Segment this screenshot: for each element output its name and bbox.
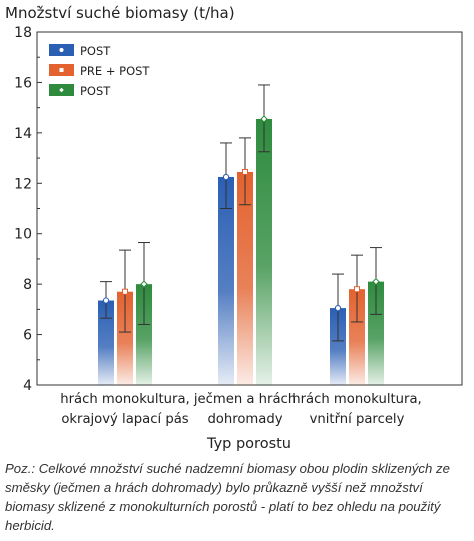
bar [218, 176, 234, 385]
point-marker [58, 46, 65, 54]
bar [136, 284, 152, 385]
y-tick-label: 16 [14, 75, 32, 91]
legend: POST PRE + POST POST [49, 44, 150, 98]
bar [368, 281, 384, 385]
bar [330, 308, 346, 385]
legend-label: POST [80, 44, 111, 58]
x-tick-label: dohromady [207, 412, 282, 427]
y-tick-label: 18 [14, 25, 32, 41]
x-axis-label: Typ porostu [206, 436, 291, 452]
biomass-bar-chart: Množství suché biomasy (t/ha) 4 6 8 10 12 14 1… [5, 4, 463, 452]
point-marker [140, 280, 148, 288]
y-axis: 4 6 8 10 12 14 16 18 [14, 6, 42, 394]
x-tick-label: okrajový lapací pás [61, 411, 188, 427]
x-tick-label: ječmen a hrách [193, 391, 296, 407]
point-marker [58, 67, 65, 73]
y-tick-label: 10 [14, 227, 32, 243]
x-tick-label: hrách monokultura, [60, 391, 189, 407]
bar [349, 289, 365, 385]
y-tick-label: 8 [23, 277, 32, 293]
bar [237, 171, 253, 385]
bar-series [98, 84, 384, 385]
x-tick-label: vnitřní parcely [310, 411, 405, 427]
point-marker [57, 86, 66, 94]
legend-label: PRE + POST [80, 64, 150, 78]
point-marker [242, 168, 248, 175]
bar [256, 118, 272, 385]
y-tick-label: 12 [14, 176, 32, 192]
point-marker [222, 173, 230, 181]
chart-title: Množství suché biomasy (t/ha) [5, 4, 235, 22]
legend-label: POST [80, 84, 111, 98]
y-tick-label: 14 [14, 126, 32, 142]
point-marker [372, 277, 380, 286]
x-axis: hrách monokultura, okrajový lapací pás ječ… [60, 391, 421, 427]
x-tick-label: hrách monokultura, [292, 391, 421, 407]
point-marker [334, 304, 342, 312]
point-marker [354, 286, 360, 293]
y-tick-label: 4 [23, 378, 32, 394]
point-marker [122, 288, 128, 295]
bar [98, 300, 114, 385]
point-marker [260, 115, 268, 123]
bar [117, 291, 133, 385]
footnote: Poz.: Celkové množství suché nadzemní bi… [5, 461, 450, 533]
y-tick-label: 6 [23, 328, 32, 344]
point-marker [102, 297, 110, 304]
